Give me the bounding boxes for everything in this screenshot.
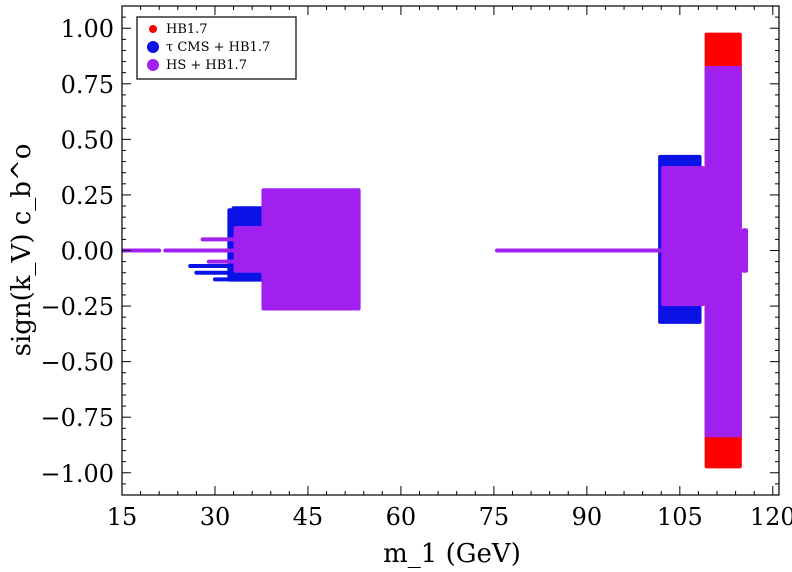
x-tick-label: 45 <box>293 503 324 531</box>
x-tick-label: 30 <box>200 503 231 531</box>
x-tick-label: 75 <box>479 503 510 531</box>
y-tick-label: −0.25 <box>40 293 114 321</box>
legend-box <box>136 16 297 80</box>
y-tick-label: −0.50 <box>40 349 114 377</box>
y-tick-label: −0.75 <box>40 404 114 432</box>
y-tick-label: 0.50 <box>61 126 114 154</box>
x-tick-label: 120 <box>750 503 792 531</box>
y-tick-label: 0.75 <box>61 71 114 99</box>
legend-label-hs: HS + HB1.7 <box>166 58 247 73</box>
ticks-layer <box>121 6 779 495</box>
y-tick-label: −1.00 <box>40 460 114 488</box>
x-tick-label: 15 <box>107 503 138 531</box>
data-layer <box>122 32 749 469</box>
y-axis-title: sign(k_V) c_b^o <box>7 144 37 357</box>
series-2-region-4 <box>741 228 749 273</box>
legend-marker-hb <box>149 25 157 33</box>
y-tick-label: 1.00 <box>61 15 114 43</box>
tick-labels-layer: 15 30 45 60 75 90 105 120 1.00 0.75 0.50 0.25 0.00 −0… <box>40 15 792 531</box>
y-tick-label: 0.00 <box>61 238 114 266</box>
legend: HB1.7 τ CMS + HB1.7 HS + HB1.7 <box>136 16 297 80</box>
x-tick-label: 105 <box>657 503 703 531</box>
series-2-region-3 <box>704 66 742 438</box>
series-2-region-1 <box>233 226 265 273</box>
x-tick-label: 90 <box>572 503 603 531</box>
legend-marker-hs <box>147 59 159 71</box>
x-tick-label: 60 <box>386 503 417 531</box>
legend-marker-tau-cms <box>147 41 159 53</box>
series-2-region-2 <box>661 166 705 307</box>
legend-label-hb: HB1.7 <box>166 22 208 37</box>
y-tick-label: 0.25 <box>61 182 114 210</box>
x-axis-title: m_1 (GeV) <box>383 539 521 569</box>
series-2-region-0 <box>261 188 361 311</box>
legend-label-tau-cms: τ CMS + HB1.7 <box>166 40 270 55</box>
